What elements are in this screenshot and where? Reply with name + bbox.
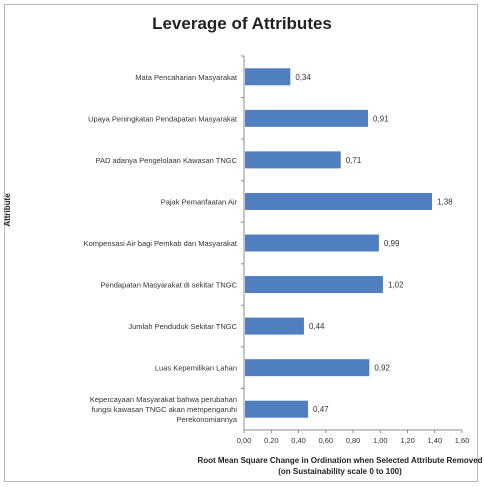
x-tick-label: 0,80 [346,436,361,445]
category-label: Pendapatan Masyarakat di sekitar TNGC [100,281,237,290]
x-tick-label: 1,40 [427,436,442,445]
x-tick-label: 1,20 [400,436,415,445]
bar-value-label: 0,34 [295,73,311,82]
bar-value-label: 1,38 [437,197,453,206]
category-label: Kepercayaan Masyarakat bahwa perubahan fu… [90,395,238,424]
category-label: Kompensasi Air bagi Pemkab dan Masyaraka… [84,239,238,248]
category-label: Jumlah Penduduk Sekitar TNGC [128,322,237,331]
bar [245,400,309,418]
bar [245,359,370,377]
bar-value-label: 1,02 [388,281,404,290]
bar [245,109,368,127]
bar [245,151,341,169]
x-axis-label: Root Mean Square Change in Ordination wh… [197,456,483,476]
x-tick-label: 1,60 [455,436,470,445]
bar-value-label: 0,92 [374,364,390,373]
x-tick-label: 0,60 [318,436,333,445]
bar-value-label: 0,71 [346,156,362,165]
category-label: Mata Pencaharian Masyarakat [135,73,238,82]
category-label: Pajak Pemanfaatan Air [161,197,238,206]
category-label: PAD adanya Pengelolaan Kawasan TNGC [96,156,238,165]
x-tick-label: 0,40 [291,436,306,445]
bar-value-label: 0,47 [313,405,329,414]
bar [245,234,379,252]
bar [245,317,304,335]
bar-value-label: 0,44 [309,322,325,331]
category-label: Upaya Peningkatan Pendapatan Masyarakat [88,114,238,123]
bar [245,68,291,86]
category-label: Luas Kepemilikan Lahan [155,364,237,373]
bar [245,276,383,294]
x-tick-label: 0,00 [237,436,252,445]
x-tick-label: 1,00 [373,436,388,445]
chart-title: Leverage of Attributes [152,14,332,33]
chart-frame [4,4,478,482]
bar-value-label: 0,99 [384,239,400,248]
bar [245,192,433,210]
bar-value-label: 0,91 [373,114,389,123]
x-tick-label: 0,20 [264,436,279,445]
